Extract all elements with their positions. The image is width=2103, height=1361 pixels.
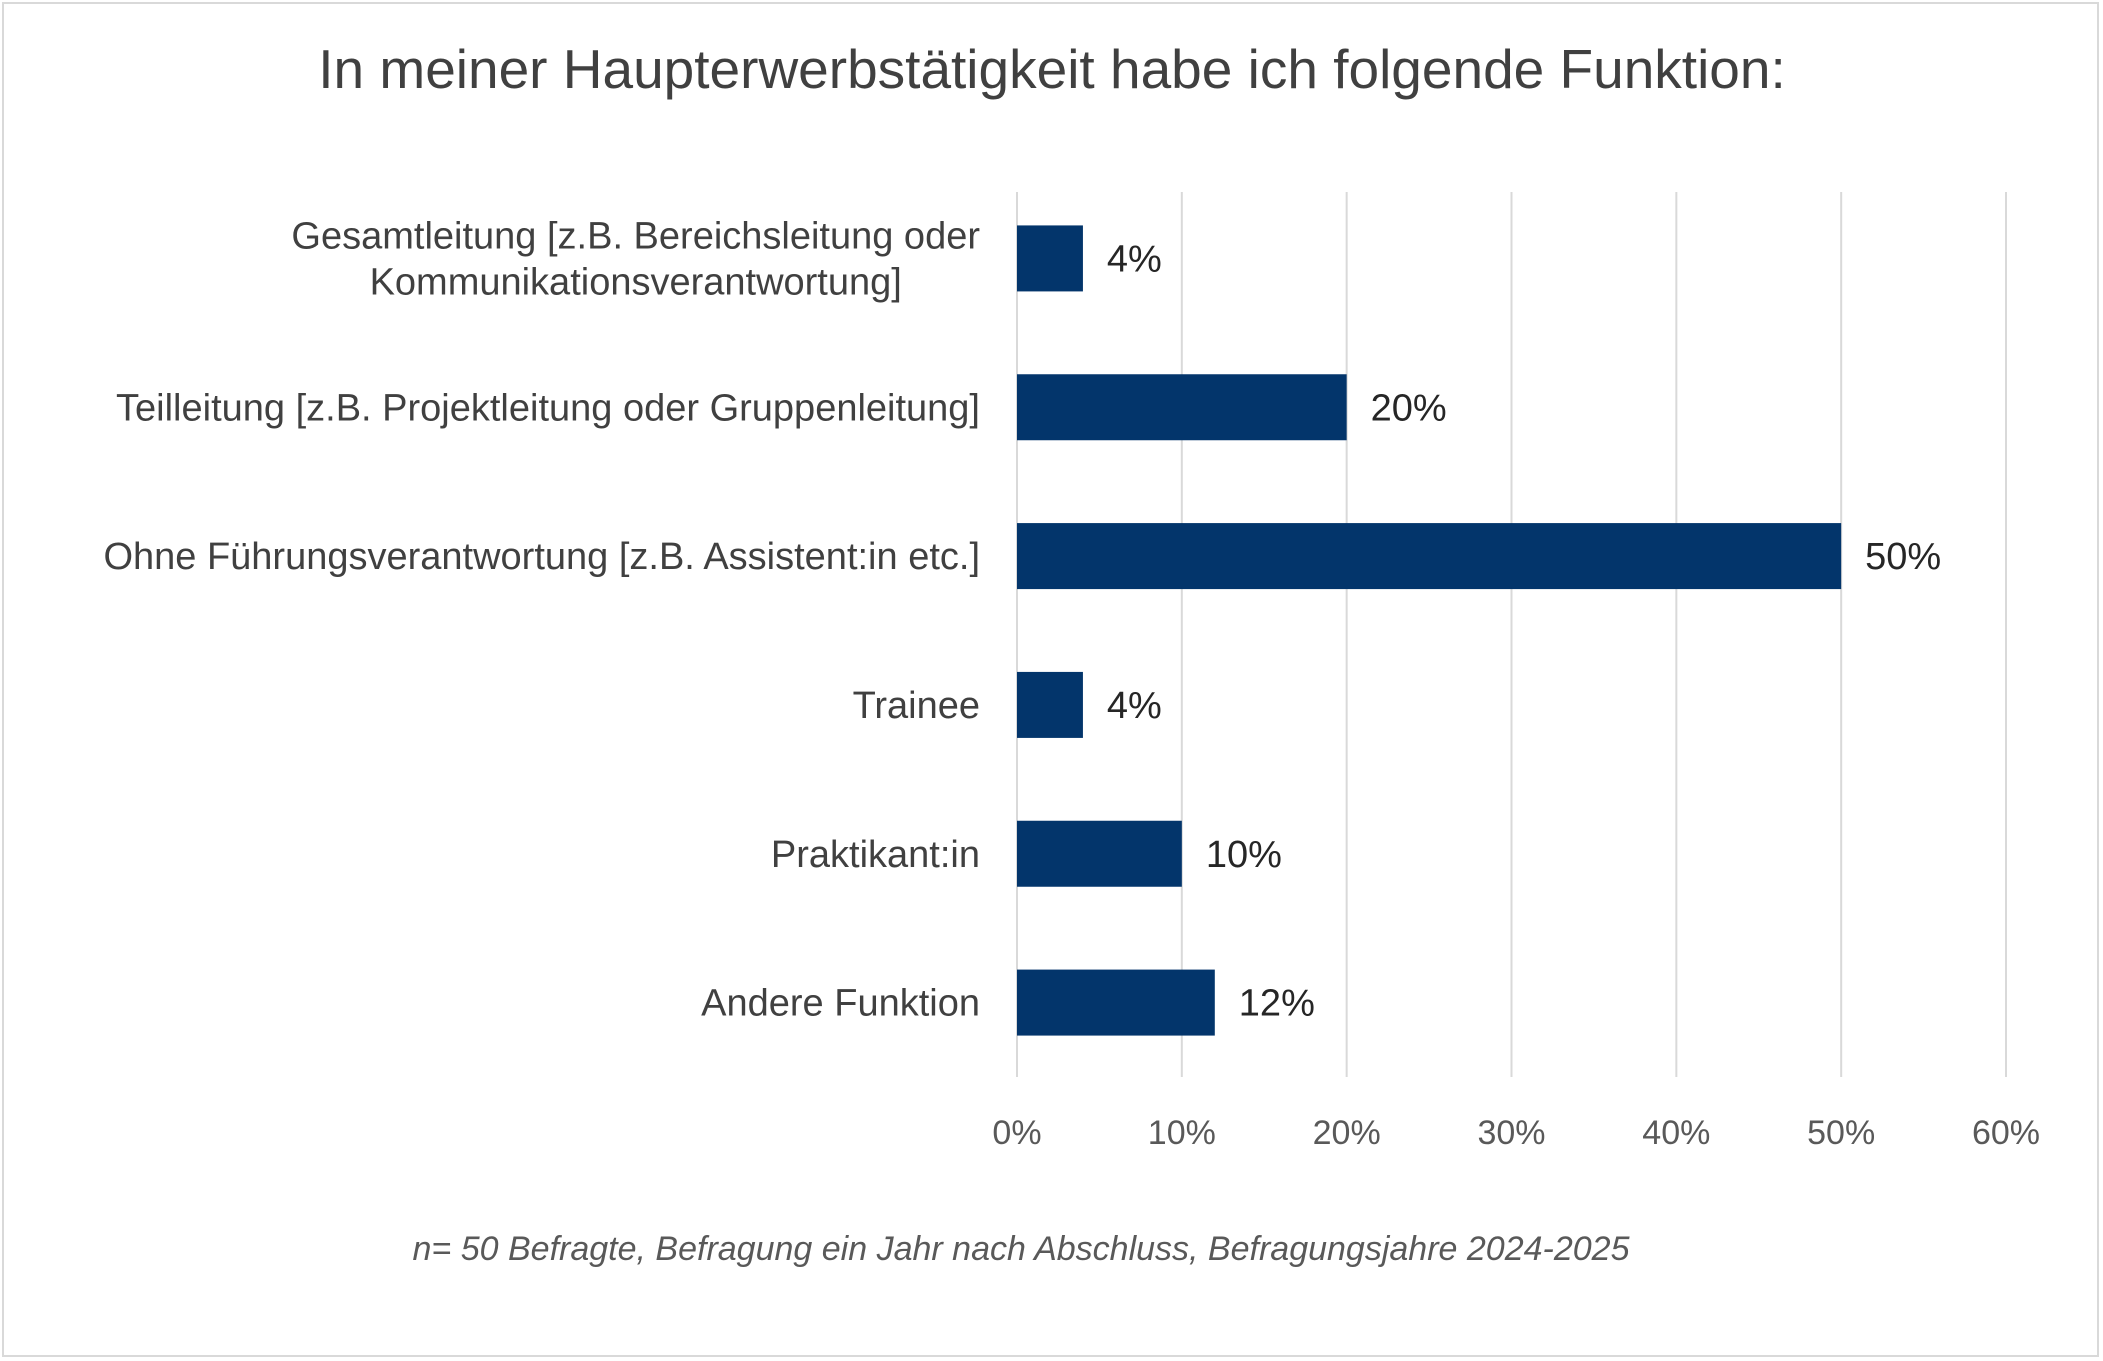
category-label-line: Trainee [853,685,980,727]
x-tick-label: 60% [1972,1114,2040,1152]
category-label: Gesamtleitung [z.B. Bereichsleitung oder… [291,215,980,303]
chart-footnote: n= 50 Befragte, Befragung ein Jahr nach … [413,1230,1630,1268]
data-label: 12% [1239,983,1315,1025]
bar [1017,820,1182,887]
x-tick-label: 50% [1807,1114,1875,1152]
category-labels: Gesamtleitung [z.B. Bereichsleitung oder… [103,215,980,1024]
gridlines [1016,192,2007,1077]
bar [1017,969,1215,1036]
data-label: 50% [1865,536,1941,578]
category-label-line: Gesamtleitung [z.B. Bereichsleitung oder [291,215,980,257]
x-tick-label: 40% [1642,1114,1710,1152]
bars [1017,225,1842,1036]
data-label: 10% [1206,834,1282,876]
category-label: Teilleitung [z.B. Projektleitung oder Gr… [116,387,980,429]
category-label: Trainee [853,685,980,727]
x-tick-label: 10% [1148,1114,1216,1152]
bar [1017,374,1347,441]
data-label: 20% [1371,387,1447,429]
bar [1017,225,1083,292]
x-tick-label: 30% [1477,1114,1545,1152]
x-tick-label: 0% [992,1114,1041,1152]
x-axis-tick-labels: 0% 10% 20% 30% 40% 50% 60% [992,1114,2040,1152]
bar [1017,523,1842,590]
data-label: 4% [1107,685,1162,727]
category-label-line: Ohne Führungsverantwortung [z.B. Assiste… [103,536,980,578]
category-label-line: Praktikant:in [771,834,980,876]
category-label-line: Andere Funktion [701,983,980,1025]
category-label: Praktikant:in [771,834,980,876]
chart-title: In meiner Haupterwerbstätigkeit habe ich… [318,38,1786,100]
category-label-line: Kommunikationsverantwortung] [370,261,902,303]
bar [1017,671,1083,738]
category-label: Andere Funktion [701,983,980,1025]
x-tick-label: 20% [1313,1114,1381,1152]
data-label: 4% [1107,238,1162,280]
category-label-line: Teilleitung [z.B. Projektleitung oder Gr… [116,387,980,429]
data-labels: 4% 20% 50% 4% 10% 12% [1107,238,1941,1024]
category-label: Ohne Führungsverantwortung [z.B. Assiste… [103,536,980,578]
